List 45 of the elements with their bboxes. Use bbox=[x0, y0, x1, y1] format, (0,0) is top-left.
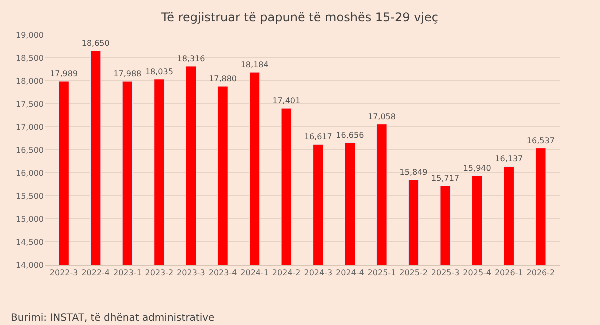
data-label: 16,537 bbox=[526, 136, 555, 146]
x-tick-label: 2025-3 bbox=[431, 268, 460, 278]
y-tick-label: 14,500 bbox=[16, 238, 44, 247]
x-tick-label: 2025-2 bbox=[400, 268, 428, 278]
data-label: 16,617 bbox=[304, 132, 332, 142]
y-tick-label: 17,000 bbox=[16, 122, 44, 132]
x-tick-label: 2024-2 bbox=[272, 268, 301, 278]
y-tick-label: 16,000 bbox=[16, 168, 44, 178]
y-tick-label: 18,500 bbox=[16, 54, 44, 63]
data-label: 17,058 bbox=[368, 112, 396, 122]
y-tick-label: 18,000 bbox=[16, 76, 44, 86]
x-tick-label: 2023-2 bbox=[145, 268, 174, 278]
y-tick-label: 16,500 bbox=[16, 146, 44, 155]
data-label: 17,880 bbox=[209, 74, 238, 84]
x-tick-label: 2022-3 bbox=[50, 268, 78, 278]
data-label: 18,316 bbox=[177, 54, 206, 64]
x-tick-label: 2022-4 bbox=[82, 268, 110, 278]
chart-title: Të regjistruar të papunë të moshës 15-29 vjeç bbox=[160, 10, 439, 24]
text: Burimi: INSTAT, të dhënat administrative bbox=[11, 313, 215, 324]
x-tick-label: 2024-1 bbox=[240, 268, 269, 278]
y-tick-label: 15,000 bbox=[16, 214, 44, 224]
y-tick-label: 14,000 bbox=[16, 260, 44, 270]
data-label: 16,137 bbox=[495, 154, 524, 164]
x-tick-label: 2025-1 bbox=[368, 268, 396, 278]
y-tick-label: 17,500 bbox=[16, 100, 44, 109]
data-label: 17,988 bbox=[114, 70, 142, 79]
x-tick-label: 2023-3 bbox=[177, 268, 206, 278]
x-tick-label: 2024-4 bbox=[336, 268, 364, 278]
data-label: 18,650 bbox=[82, 39, 110, 48]
x-tick-label: 2023-1 bbox=[113, 268, 142, 278]
data-label: 15,717 bbox=[432, 174, 460, 184]
data-label: 16,656 bbox=[336, 130, 364, 140]
data-label: 15,849 bbox=[400, 168, 428, 177]
x-tick-label: 2026-1 bbox=[494, 268, 524, 278]
data-label: 17,401 bbox=[272, 96, 301, 106]
y-tick-label: 15,500 bbox=[16, 192, 44, 201]
data-label: 18,035 bbox=[145, 67, 174, 76]
data-label: 18,184 bbox=[240, 60, 269, 70]
x-tick-label: 2026-2 bbox=[526, 268, 556, 278]
x-tick-label: 2025-4 bbox=[463, 268, 492, 278]
data-label: 17,989 bbox=[50, 70, 78, 79]
x-tick-label: 2024-3 bbox=[304, 268, 333, 278]
y-tick-label: 19,000 bbox=[16, 30, 44, 40]
data-label: 15,940 bbox=[463, 164, 492, 173]
x-tick-label: 2023-4 bbox=[208, 268, 238, 278]
